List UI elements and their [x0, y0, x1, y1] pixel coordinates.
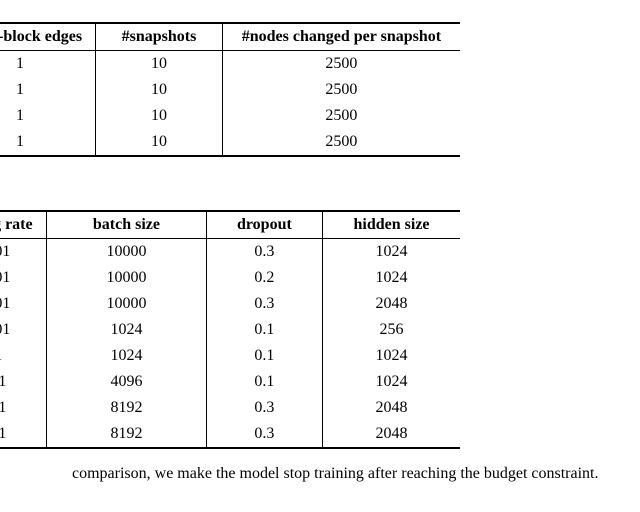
t2-r7c1: 0.001	[0, 421, 47, 448]
t2-r0c4: 1024	[323, 239, 460, 266]
t2-r6c3: 0.3	[206, 395, 322, 421]
t1-col4: #nodes changed per snapshot	[222, 23, 460, 51]
t2-r1c2: 10000	[47, 265, 207, 291]
t2-r5c1: 0.001	[0, 369, 47, 395]
t2-r1c4: 1024	[323, 265, 460, 291]
t1-r0c1: 1	[0, 51, 96, 78]
t2-r7c3: 0.3	[206, 421, 322, 448]
t2-r2c2: 10000	[47, 291, 207, 317]
t2-r2c1: 0.0001	[0, 291, 47, 317]
t2-r3c4: 256	[323, 317, 460, 343]
t2-r6c2: 8192	[47, 395, 207, 421]
t2-r7c4: 2048	[323, 421, 460, 448]
t1-r2c2: 10	[96, 103, 223, 129]
t2-r5c3: 0.1	[206, 369, 322, 395]
t2-r2c4: 2048	[323, 291, 460, 317]
t2-r6c1: 0.001	[0, 395, 47, 421]
t2-col1: learning rate	[0, 211, 47, 239]
t2-r5c4: 1024	[323, 369, 460, 395]
t2-r1c1: 0.0001	[0, 265, 47, 291]
t1-r1c3: 2500	[222, 77, 460, 103]
t2-r3c3: 0.1	[206, 317, 322, 343]
t1-col2: #inter-block edges	[0, 23, 96, 51]
t2-r4c4: 1024	[323, 343, 460, 369]
t2-r4c3: 0.1	[206, 343, 322, 369]
t2-r1c3: 0.2	[206, 265, 322, 291]
table1-caption: Figure: Rating SBM Datasets.	[0, 0, 1, 18]
t2-col2: batch size	[47, 211, 207, 239]
t2-r0c1: 0.0001	[0, 239, 47, 266]
t1-r2c1: 1	[0, 103, 96, 129]
table-2: learning rate batch size dropout hidden …	[0, 210, 460, 449]
t1-r3c1: 1	[0, 129, 96, 156]
t2-r0c3: 0.3	[206, 239, 322, 266]
t1-col3: #snapshots	[96, 23, 223, 51]
t1-r3c3: 2500	[222, 129, 460, 156]
t1-r1c2: 10	[96, 77, 223, 103]
t2-r3c2: 1024	[47, 317, 207, 343]
t2-r5c2: 4096	[47, 369, 207, 395]
t1-r3c2: 10	[96, 129, 223, 156]
t2-r3c1: 0.0001	[0, 317, 47, 343]
t1-r2c3: 2500	[222, 103, 460, 129]
t2-col4: hidden size	[323, 211, 460, 239]
t2-r6c4: 2048	[323, 395, 460, 421]
t2-r2c3: 0.3	[206, 291, 322, 317]
t2-r4c2: 1024	[47, 343, 207, 369]
t2-col3: dropout	[206, 211, 322, 239]
t1-r0c3: 2500	[222, 51, 460, 78]
t2-r4c1: 0.01	[0, 343, 47, 369]
t1-r0c2: 10	[96, 51, 223, 78]
t1-r1c1: 1	[0, 77, 96, 103]
t2-r7c2: 8192	[47, 421, 207, 448]
body-paragraph: comparison, we make the model stop train…	[72, 464, 632, 484]
t2-r0c2: 10000	[47, 239, 207, 266]
table-1: #labels #inter-block edges #snapshots #n…	[0, 22, 460, 157]
